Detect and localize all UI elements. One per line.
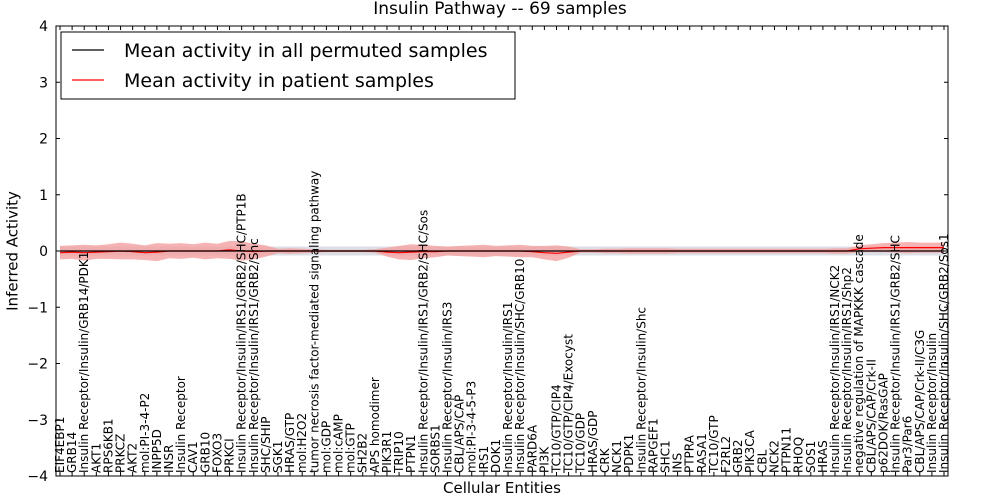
category-label: PTPRA [683, 434, 697, 473]
category-label: Insulin Receptor/Insulin/IRS1/NCK2 [828, 265, 842, 473]
category-label: Insulin Receptor/Insulin/IRS1/GRB2/SHC [889, 235, 903, 473]
y-axis-label: Inferred Activity [3, 191, 21, 311]
legend-box [60, 31, 516, 100]
category-label: Insulin Receptor/Insulin/SHC/GRB10 [513, 259, 527, 473]
category-label: GRB10 [198, 432, 212, 473]
category-label: INPP5D [150, 429, 164, 473]
category-label: TRIP10 [392, 431, 406, 474]
category-label: RPS6KB1 [101, 418, 115, 473]
category-label: IRS1 [477, 446, 491, 473]
category-label: p62DOK/RasGAP [876, 373, 890, 473]
ticks-layer: 4 3 2 1 0 −1 −2 −3 −4 [27, 19, 948, 485]
category-label: Insulin Receptor/Insulin/GRB14/PDK1 [77, 252, 91, 473]
plot-frame [55, 25, 949, 477]
category-label: negative regulation of MAPKKK cascade [852, 234, 866, 473]
legend-label-permuted: Mean activity in all permuted samples [124, 40, 487, 62]
category-label: Insulin Receptor [174, 376, 188, 473]
category-label: AKT2 [126, 443, 140, 473]
category-label: Insulin Receptor/Insulin/IRS1/Shp2 [840, 267, 854, 473]
y-tick-label: −1 [27, 300, 48, 316]
category-label: HRAS/GTP [283, 413, 297, 473]
category-label: tumor necrosis factor-mediated signaling… [307, 171, 321, 473]
y-tick-label: 4 [39, 19, 48, 35]
legend-label-patient: Mean activity in patient samples [124, 70, 434, 92]
category-label: PIK3CA [743, 429, 757, 473]
category-label: RASA1 [695, 433, 709, 473]
category-label: DOK1 [489, 439, 503, 473]
category-label: Insulin Receptor/Insulin/IRS1/GRB2/SHC/S… [416, 210, 430, 473]
y-tick-label: −4 [27, 469, 48, 485]
category-label: INS [671, 453, 685, 473]
category-label: SHC1 [658, 440, 672, 473]
category-label: mol:GDP [319, 421, 333, 473]
category-label: AKT1 [89, 443, 103, 473]
category-label: CBL [755, 449, 769, 473]
y-tick-label: 3 [39, 75, 48, 91]
category-label: RAPGEF1 [646, 418, 660, 473]
category-label: SOS1 [804, 441, 818, 473]
legend: Mean activity in all permuted samples Me… [60, 31, 516, 100]
lines-layer [59, 247, 944, 254]
category-label: PRKCI [223, 438, 237, 473]
category-label: HRAS [816, 440, 830, 473]
category-label: CBL/APS/CAP/Crk-II/C3G [913, 330, 927, 473]
category-label: GRB14 [65, 432, 79, 473]
category-label: SH2B2 [356, 433, 370, 473]
category-label: PI3K [537, 446, 551, 473]
category-label: NCK1 [610, 440, 624, 473]
category-label: PTPN1 [404, 435, 418, 473]
category-label: Insulin Receptor/Insulin [925, 333, 939, 473]
category-label: GRB2 [731, 439, 745, 473]
category-label: CBL/APS/CAP/Crk-II [864, 359, 878, 473]
category-label: mol:GTP [344, 423, 358, 473]
y-tick-label: −3 [27, 413, 48, 429]
category-label: NCK2 [767, 440, 781, 473]
category-label: TC10/GTP/CIP4 [549, 384, 563, 474]
category-label: SORBS1 [428, 424, 442, 473]
category-label: Insulin Receptor/Insulin/IRS1/GRB2/Shc [247, 238, 261, 473]
category-label: CAV1 [186, 441, 200, 473]
category-label: PIK3R1 [380, 431, 394, 473]
category-label: Insulin Receptor/Insulin/Shc [634, 307, 648, 473]
category-label: PTPN11 [780, 427, 794, 473]
category-label: mol:PI-3-4-5-P3 [465, 381, 479, 473]
y-tick-label: 2 [39, 132, 48, 148]
category-label: INSR [162, 445, 176, 473]
category-label: Insulin Receptor/Insulin/IRS1 [501, 302, 515, 473]
category-label: CBL/APS/CAP [453, 395, 467, 473]
y-tick-label: 1 [39, 188, 48, 204]
category-label: PRKCZ [114, 434, 128, 473]
x-axis-label: Cellular Entities [443, 479, 561, 497]
category-label: PDPK1 [622, 434, 636, 473]
category-label: HRAS/GDP [586, 410, 600, 473]
category-label: Insulin Receptor/Insulin/IRS3 [441, 302, 455, 473]
category-label: F2RL2 [719, 436, 733, 473]
category-label: CRK [598, 447, 612, 473]
category-label: TC10/GTP/CIP4/Exocyst [562, 334, 576, 474]
category-label: TC10/GTP [707, 415, 721, 474]
category-label: Par3/Par6 [901, 416, 915, 473]
category-label: SGK1 [271, 441, 285, 473]
category-label: FOXO3 [210, 433, 224, 473]
category-label: PARD6A [525, 424, 539, 473]
category-label: RHOQ [792, 437, 806, 473]
chart-title: Insulin Pathway -- 69 samples [373, 0, 627, 19]
category-label: Insulin Receptor/Insulin/IRS1/GRB2/SHC/P… [235, 193, 249, 473]
category-label: Insulin Receptor/Insulin/SHC/GRB2/Sos1 [937, 233, 951, 473]
y-tick-label: 0 [39, 244, 48, 260]
category-label: mol:cAMP [332, 414, 346, 473]
category-label: mol:H2O2 [295, 413, 309, 473]
category-label: APS homodimer [368, 377, 382, 473]
category-label: mol:PI-3-4-P2 [138, 393, 152, 473]
category-label: TC10/GDP [574, 413, 588, 474]
y-tick-label: −2 [27, 357, 48, 373]
category-label: SHC/SHIP [259, 417, 273, 473]
